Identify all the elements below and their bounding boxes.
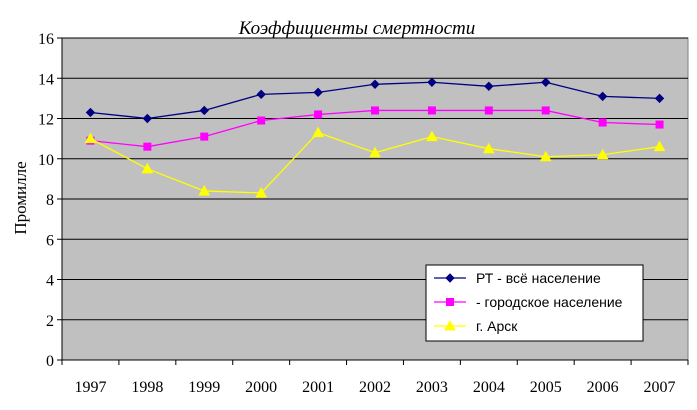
legend-label: РТ - всё население [476, 270, 601, 286]
y-tick-label: 16 [38, 31, 54, 48]
data-point [312, 126, 324, 138]
x-tick-label: 2007 [644, 379, 676, 396]
data-point [655, 120, 664, 129]
y-tick-label: 4 [46, 273, 54, 290]
y-tick-label: 14 [38, 71, 54, 88]
legend-label: г. Арск [476, 318, 518, 334]
data-point [143, 142, 152, 151]
data-point [484, 81, 494, 92]
data-point [597, 91, 608, 102]
data-point [314, 110, 323, 119]
legend-marker [444, 319, 456, 331]
data-point [85, 107, 96, 118]
data-point [596, 148, 609, 160]
data-point [427, 106, 436, 115]
data-point [654, 93, 665, 104]
legend-item: РТ - всё население [434, 270, 601, 286]
data-point [482, 142, 495, 154]
x-tick-label: 2002 [359, 379, 391, 396]
x-tick-label: 2005 [530, 379, 562, 396]
axes: 0 2 4 6 8 10 12 14 16 1997 1998 1999 2000 2001 2002 200… [38, 31, 689, 396]
data-point [313, 87, 323, 98]
x-tick-label: 2001 [302, 379, 334, 396]
y-tick-label: 8 [46, 192, 54, 209]
data-point [426, 130, 438, 142]
data-point [200, 132, 209, 141]
y-tick-label: 6 [46, 232, 54, 249]
data-point [541, 77, 551, 87]
chart-title: Коэффициенты смертности [238, 18, 476, 39]
x-tick-label: 1999 [188, 379, 220, 396]
legend: РТ - всё население - городское население г… [425, 264, 644, 342]
data-point [541, 106, 550, 115]
legend-marker [446, 298, 454, 306]
y-tick-label: 0 [46, 353, 54, 370]
series-3 [84, 126, 666, 198]
y-axis-label: Промилле [11, 161, 30, 234]
y-tick-label: 10 [38, 152, 54, 169]
series-layer [84, 77, 666, 198]
data-point [141, 162, 154, 174]
legend-label: - городское население [476, 294, 623, 310]
data-point [427, 77, 437, 87]
data-point [198, 184, 211, 196]
data-point [257, 116, 266, 125]
data-point [484, 106, 493, 115]
legend-marker [445, 273, 455, 283]
data-point [142, 113, 153, 124]
x-tick-label: 2000 [245, 379, 277, 396]
data-point [84, 132, 97, 144]
data-point [255, 186, 268, 198]
data-point [539, 150, 552, 162]
x-tick-label: 1997 [74, 379, 106, 396]
data-point [370, 79, 380, 89]
series-1 [85, 77, 665, 124]
x-tick-label: 2006 [587, 379, 619, 396]
x-tick-label: 1998 [131, 379, 163, 396]
y-tick-label: 12 [38, 112, 54, 129]
data-point [199, 105, 209, 116]
x-tick-label: 2004 [473, 379, 505, 396]
legend-item: г. Арск [434, 318, 518, 334]
data-point [653, 140, 666, 152]
data-point [371, 106, 379, 115]
legend-item: - городское население [434, 294, 623, 310]
data-point [256, 89, 266, 100]
data-point [369, 146, 381, 158]
x-tick-label: 2003 [416, 379, 448, 396]
y-tick-label: 2 [46, 313, 54, 330]
data-point [598, 118, 607, 127]
